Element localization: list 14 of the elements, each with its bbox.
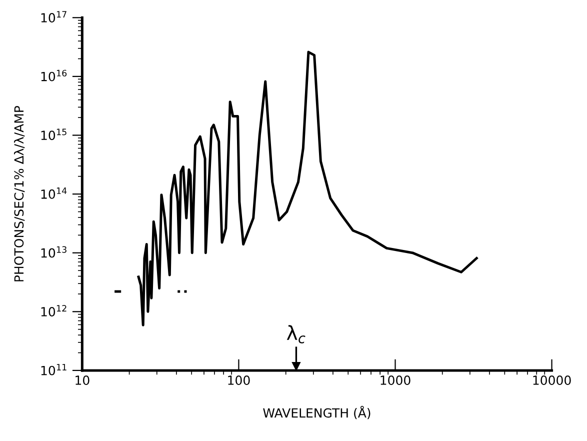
x-axis-title: WAVELENGTH (Å) [263,406,370,420]
y-tick-label: 10$^{17}$ [41,11,66,22]
y-tick-label: 10$^{15}$ [41,128,66,140]
y-tick-label: 10$^{13}$ [41,246,66,258]
ref-line-label: λ$_{c}$ [286,325,306,344]
y-tick-label: 10$^{16}$ [41,70,67,82]
y-axis-title: PHOTONS/SEC/1% Δλ/λ/AMP [14,106,25,282]
x-tick-label: 100 [228,376,250,385]
x-tick-label: 10000 [533,376,571,385]
x-tick-label: 10 [76,376,90,385]
y-tick-label: 10$^{11}$ [41,364,66,376]
y-tick-label: 10$^{12}$ [41,305,66,316]
y-tick-label: 10$^{14}$ [41,188,67,199]
x-tick-label: 1000 [380,376,410,385]
